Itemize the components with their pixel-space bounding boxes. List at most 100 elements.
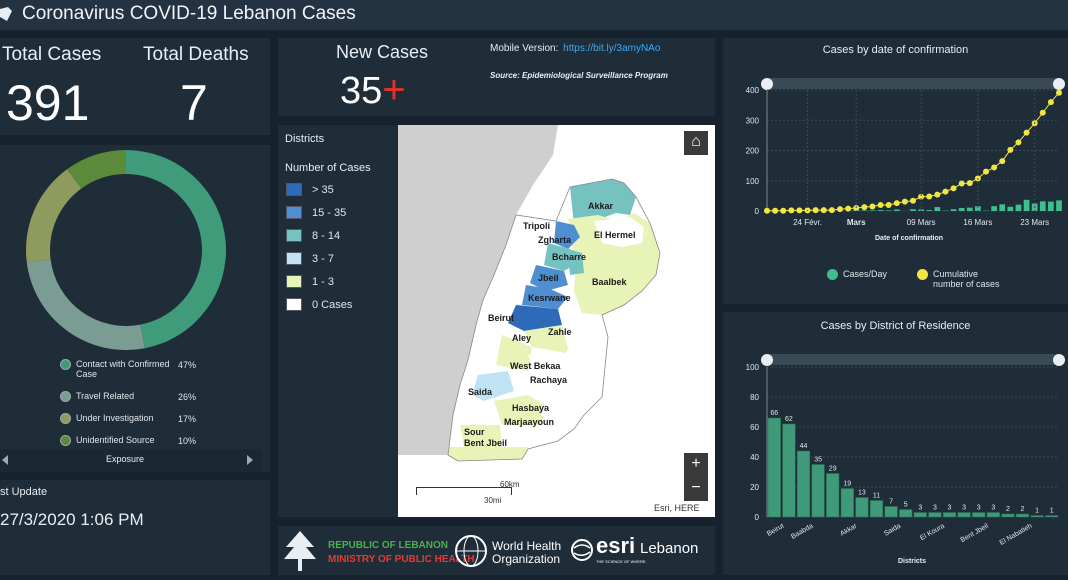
- y-tick-label: 60: [750, 423, 759, 432]
- x-tick-label: Baabda: [790, 523, 814, 541]
- legend-cum-line2: number of cases: [933, 279, 1000, 289]
- cumulative-point: [820, 207, 827, 214]
- daily-bar: [1039, 201, 1046, 211]
- district-label[interactable]: Jbeil: [538, 273, 559, 283]
- bar-data-label: 35: [814, 457, 822, 464]
- districts-title: Districts: [285, 133, 325, 145]
- map-legend-label: 8 - 14: [312, 229, 341, 242]
- cumulative-dot-icon: [917, 269, 928, 280]
- cumulative-point: [877, 201, 884, 208]
- daily-bar: [869, 210, 876, 211]
- exposure-legend-label: Contact with Confirmed Case: [76, 359, 170, 379]
- y-tick-label: 40: [750, 453, 759, 462]
- district-label[interactable]: Bent Jbeil: [464, 438, 508, 448]
- range-handle-right-icon: [1053, 78, 1065, 90]
- legend-cumulative: Cumulative number of cases: [917, 269, 1000, 289]
- daily-bar: [966, 207, 973, 211]
- x-tick-label: 23 Mars: [1020, 218, 1049, 227]
- daily-bar: [910, 209, 916, 211]
- district-bar: [855, 497, 869, 518]
- cedar-logo-icon: [284, 531, 316, 571]
- legend-daily-label: Cases/Day: [843, 269, 888, 279]
- new-cases-label: New Cases: [336, 42, 429, 62]
- district-label[interactable]: Bcharre: [552, 252, 587, 262]
- next-arrow-icon[interactable]: [247, 455, 253, 465]
- district-label[interactable]: El Hermel: [594, 230, 636, 240]
- legend-cum-line1: Cumulative: [933, 269, 979, 279]
- daily-bar: [1015, 204, 1022, 211]
- esri-globe-icon: [571, 539, 593, 561]
- district-label[interactable]: Hasbaya: [512, 403, 550, 413]
- last-update-label: st Update: [0, 486, 48, 498]
- legend-title: Number of Cases: [285, 162, 371, 174]
- y-tick-label: 100: [746, 177, 760, 186]
- legend-swatch: [286, 275, 302, 288]
- new-cases-value: 35+: [340, 68, 406, 113]
- daily-bar: [958, 207, 965, 211]
- district-label[interactable]: Sour: [464, 427, 485, 437]
- zoom-in-button[interactable]: +: [684, 453, 708, 477]
- daily-bar: [885, 210, 892, 211]
- district-label[interactable]: Baalbek: [592, 277, 627, 287]
- bar-data-label: 66: [770, 410, 778, 417]
- exposure-legend-item: Contact with Confirmed Case: [60, 359, 170, 379]
- district-bar: [899, 509, 913, 518]
- district-label[interactable]: Akkar: [588, 201, 614, 211]
- bar-data-label: 7: [889, 499, 893, 506]
- prev-arrow-icon[interactable]: [2, 455, 8, 465]
- district-bar: [1030, 515, 1044, 518]
- legend-swatch: [286, 206, 302, 219]
- district-label[interactable]: Marjaayoun: [504, 417, 555, 427]
- legend-swatch: [286, 183, 302, 196]
- exposure-legend-pct: 26%: [178, 392, 197, 402]
- map-legend-item: 3 - 7: [286, 252, 334, 265]
- x-tick-label: Mars: [847, 218, 866, 227]
- district-bar: [1045, 515, 1059, 518]
- district-label[interactable]: Beirut: [488, 313, 515, 323]
- donut-slice: [26, 169, 82, 263]
- zoom-out-button[interactable]: −: [684, 477, 708, 501]
- district-label[interactable]: Saida: [468, 387, 493, 397]
- shield-icon: [0, 7, 12, 21]
- district-label[interactable]: Zgharta: [538, 235, 572, 245]
- x-tick-label: Saida: [883, 523, 902, 538]
- district-bar: [928, 512, 942, 518]
- bar-data-label: 1: [1050, 508, 1054, 515]
- map-basemap: [398, 125, 715, 517]
- lebanon-map[interactable]: Akkar Tripoli Zgharta El Hermel Bcharre Jbeil…: [398, 125, 715, 517]
- bar-data-label: 3: [918, 505, 922, 512]
- moph-line2: MINISTRY OF PUBLIC HEALTH: [328, 554, 475, 565]
- district-label[interactable]: West Bekaa: [510, 361, 561, 371]
- mobile-version-link[interactable]: https://bit.ly/3amyNAo: [563, 43, 661, 54]
- cumulative-point: [845, 205, 852, 212]
- district-label[interactable]: Rachaya: [530, 375, 568, 385]
- y-tick-label: 200: [746, 147, 760, 156]
- bar-data-label: 1: [1035, 508, 1039, 515]
- daily-bar: [1007, 206, 1014, 211]
- daily-bar: [999, 204, 1006, 211]
- y-tick-label: 400: [746, 86, 760, 95]
- legend-dot-icon: [60, 359, 71, 370]
- home-icon[interactable]: ⌂: [684, 131, 708, 155]
- confirmation-chart-panel: Cases by date of confirmation 0 100 200 300…: [723, 38, 1068, 304]
- map-legend-item: 1 - 3: [286, 275, 334, 288]
- district-bar: [826, 473, 840, 518]
- cumulative-point: [983, 168, 989, 175]
- app-title: Coronavirus COVID-19 Lebanon Cases: [22, 3, 356, 24]
- cumulative-point: [999, 158, 1006, 165]
- district-label[interactable]: Tripoli: [523, 221, 550, 231]
- district-label[interactable]: Aley: [512, 333, 532, 343]
- exposure-legend-label: Travel Related: [76, 391, 135, 401]
- esri-tagline: THE SCIENCE OF WHERE: [596, 559, 646, 564]
- cumulative-point: [780, 207, 787, 214]
- district-label[interactable]: Kesrwane: [528, 293, 571, 303]
- cumulative-point: [788, 207, 795, 214]
- daily-bar: [861, 210, 868, 211]
- total-deaths-label: Total Deaths: [143, 44, 249, 65]
- daily-bar: [991, 206, 997, 211]
- logos-panel: REPUBLIC OF LEBANON MINISTRY OF PUBLIC H…: [278, 526, 715, 575]
- y-tick-label: 0: [755, 207, 760, 216]
- district-label[interactable]: Zahle: [548, 327, 572, 337]
- cumulative-point: [1007, 146, 1014, 153]
- legend-daily: Cases/Day: [827, 269, 887, 280]
